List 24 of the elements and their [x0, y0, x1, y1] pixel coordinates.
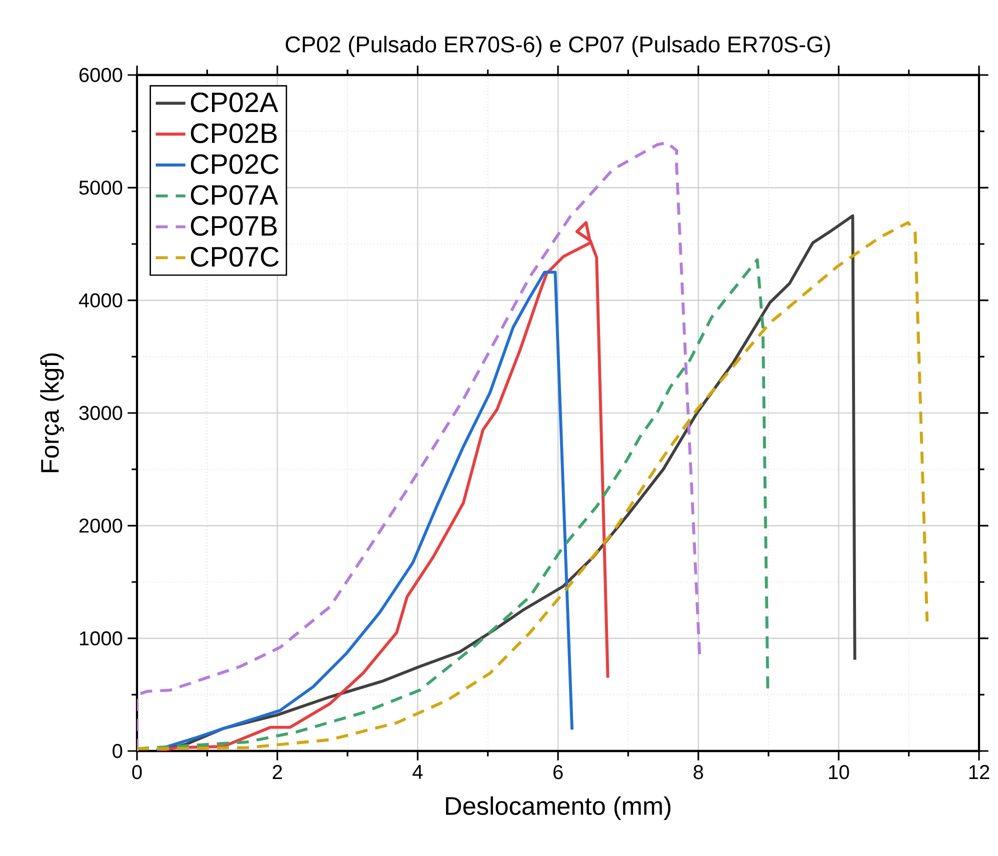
y-tick-label: 4000	[78, 293, 122, 308]
y-tick-label: 5000	[79, 180, 122, 195]
y-tick-label: 2000	[79, 518, 122, 533]
x-tick-label: 10	[829, 765, 850, 780]
legend-label: CP02B	[190, 123, 277, 144]
line-series	[155, 270, 574, 751]
y-tick-label: 6000	[79, 68, 122, 82]
legend-label: CP07B	[190, 216, 277, 236]
x-axis-title: Deslocamento (mm)	[446, 796, 670, 820]
legend-label: CP02C	[190, 154, 279, 174]
y-tick-label: 1000	[80, 631, 122, 646]
x-tick-label: 12	[969, 765, 990, 780]
x-tick-label: 6	[553, 765, 563, 780]
x-tick-label: 4	[412, 765, 423, 779]
y-tick-label: 0	[112, 744, 122, 758]
legend-label: CP07A	[190, 185, 278, 205]
x-tick-label: 0	[132, 765, 142, 780]
y-axis-title: Força (kgf)	[40, 353, 64, 472]
legend-label: CP02A	[190, 92, 278, 112]
y-tick-label: 3000	[79, 406, 122, 420]
legend-label: CP07C	[190, 246, 279, 267]
chart-title: CP02 (Pulsado ER70S-6) e CP07 (Pulsado ER70S-G)	[286, 36, 830, 57]
x-tick-label: 2	[272, 765, 282, 780]
x-tick-label: 8	[694, 765, 704, 780]
